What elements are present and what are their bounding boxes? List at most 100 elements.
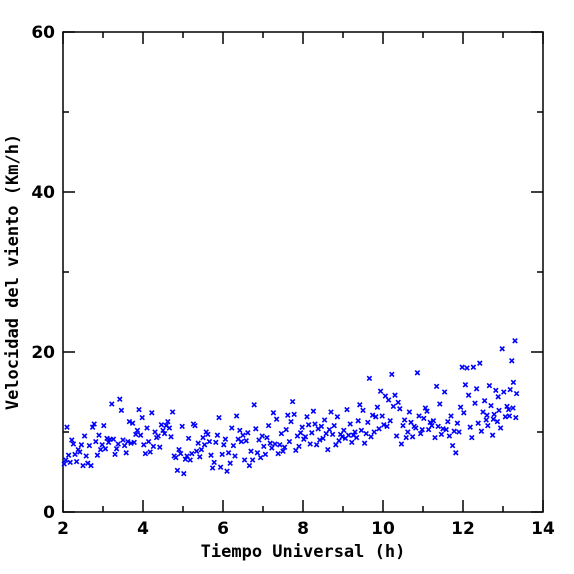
data-point xyxy=(238,438,245,445)
data-point xyxy=(344,406,350,413)
data-point xyxy=(470,364,477,370)
data-point xyxy=(513,414,519,421)
data-point xyxy=(139,414,145,421)
data-point xyxy=(495,394,501,400)
data-point xyxy=(267,440,273,446)
data-point xyxy=(283,426,289,433)
data-point xyxy=(424,408,430,414)
data-point xyxy=(81,433,88,439)
data-point xyxy=(369,412,376,418)
data-point xyxy=(462,382,469,388)
data-point xyxy=(481,398,488,404)
data-point xyxy=(435,423,441,430)
data-point xyxy=(494,418,501,425)
data-point xyxy=(137,432,144,438)
data-point xyxy=(360,407,366,414)
data-point xyxy=(385,397,392,403)
data-point xyxy=(78,442,85,448)
data-point xyxy=(313,442,320,448)
data-point xyxy=(422,405,429,411)
data-point xyxy=(169,409,176,415)
data-point xyxy=(405,429,411,435)
axis-ticks xyxy=(62,31,544,513)
data-point xyxy=(94,452,101,458)
data-point xyxy=(221,442,227,448)
data-point xyxy=(395,399,401,406)
data-point xyxy=(307,441,313,447)
data-point xyxy=(325,446,331,453)
data-point xyxy=(464,365,470,371)
data-point xyxy=(387,418,393,424)
data-point xyxy=(437,401,443,407)
data-point xyxy=(297,430,304,436)
data-point xyxy=(469,434,475,441)
data-point xyxy=(209,465,216,471)
data-point xyxy=(86,442,93,449)
data-point xyxy=(248,448,254,454)
data-point xyxy=(174,467,181,474)
y-tick-label: 40 xyxy=(31,183,55,203)
data-point xyxy=(229,425,235,431)
data-point xyxy=(64,424,70,430)
data-point xyxy=(213,439,219,446)
data-point xyxy=(118,407,125,414)
data-point xyxy=(438,431,445,438)
data-point xyxy=(265,422,272,429)
data-point xyxy=(216,414,222,421)
data-point xyxy=(510,405,516,411)
data-point xyxy=(166,425,173,431)
data-point xyxy=(397,406,403,412)
data-point xyxy=(321,417,328,423)
data-point xyxy=(110,436,117,442)
data-point xyxy=(496,407,502,414)
data-point xyxy=(157,444,163,450)
data-point xyxy=(505,406,512,413)
data-point xyxy=(381,422,387,428)
data-point xyxy=(222,436,229,442)
data-point xyxy=(182,456,189,462)
data-point xyxy=(499,346,505,352)
data-point xyxy=(91,421,97,427)
data-point xyxy=(187,457,193,463)
data-point xyxy=(227,460,233,466)
data-point xyxy=(168,434,174,440)
data-point xyxy=(113,446,120,452)
data-point xyxy=(280,448,286,454)
data-point xyxy=(197,454,203,460)
data-point xyxy=(448,413,454,419)
data-point xyxy=(486,382,493,389)
data-point xyxy=(358,427,365,434)
data-point xyxy=(331,422,337,429)
data-point xyxy=(65,452,72,458)
tick-labels: 2 4 6 8 10 12 14 0 20 40 60 xyxy=(31,23,555,539)
data-point xyxy=(253,426,259,432)
data-point xyxy=(112,451,118,458)
data-point xyxy=(181,470,187,477)
data-point xyxy=(147,449,153,455)
data-point xyxy=(379,413,385,419)
data-point xyxy=(441,389,448,395)
data-point xyxy=(484,412,490,418)
data-point xyxy=(419,426,425,433)
data-point xyxy=(158,422,165,428)
data-point xyxy=(329,431,336,438)
data-point xyxy=(144,425,150,431)
data-point xyxy=(286,438,293,445)
data-point xyxy=(89,424,96,430)
data-point xyxy=(478,428,485,434)
data-point xyxy=(509,358,515,364)
data-point xyxy=(259,433,265,439)
data-point xyxy=(416,413,422,419)
data-point xyxy=(417,430,424,437)
data-point xyxy=(365,419,371,426)
data-point xyxy=(257,454,264,461)
data-point xyxy=(246,462,253,469)
data-point xyxy=(310,408,317,414)
y-tick-label: 60 xyxy=(31,23,55,43)
data-point xyxy=(185,435,192,442)
x-tick-label: 4 xyxy=(137,519,149,539)
data-point xyxy=(357,402,363,408)
data-point xyxy=(400,422,406,429)
data-point xyxy=(390,403,397,410)
data-point xyxy=(136,406,142,413)
